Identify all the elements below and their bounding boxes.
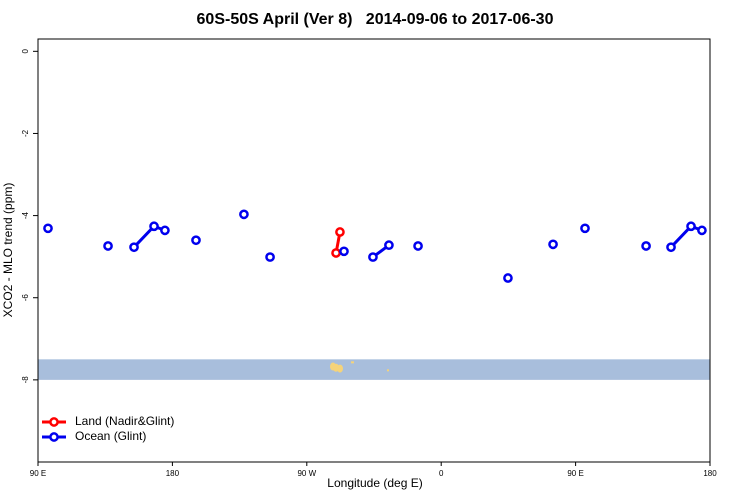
point xyxy=(239,209,249,220)
legend-label: Ocean (Glint) xyxy=(75,429,146,443)
point xyxy=(149,221,159,232)
land-shape xyxy=(337,364,343,373)
land-shape xyxy=(351,361,354,364)
map-band xyxy=(38,359,710,380)
y-axis-label: XCO2 - MLO trend (ppm) xyxy=(1,183,15,318)
y-tick-label: 0 xyxy=(21,49,30,54)
point xyxy=(503,273,513,283)
x-axis-label: Longitude (deg E) xyxy=(327,476,422,490)
legend-label: Land (Nadir&Glint) xyxy=(75,414,174,428)
point xyxy=(413,241,423,251)
point xyxy=(103,241,113,251)
plot-frame xyxy=(37,38,711,463)
point xyxy=(160,225,170,236)
x-tick-label: 90 W xyxy=(297,469,316,478)
point xyxy=(265,252,275,262)
y-tick-label: -4 xyxy=(21,211,30,219)
x-tick-label: 0 xyxy=(439,469,444,478)
chart-title: 60S-50S April (Ver 8) 2014-09-06 to 2017… xyxy=(197,11,554,28)
point xyxy=(339,246,349,257)
land-shape xyxy=(387,369,389,372)
point xyxy=(548,239,558,250)
point xyxy=(641,241,651,251)
point xyxy=(43,223,53,234)
legend-marker xyxy=(49,417,59,427)
x-tick-label: 180 xyxy=(166,469,180,478)
x-tick-label: 180 xyxy=(703,469,717,478)
point xyxy=(697,225,707,236)
legend-marker xyxy=(49,432,59,442)
y-tick-label: -8 xyxy=(21,376,30,384)
point xyxy=(666,242,676,253)
x-tick-label: 90 E xyxy=(567,469,583,478)
x-tick-label: 90 E xyxy=(30,469,46,478)
point xyxy=(384,240,394,251)
point xyxy=(191,235,201,246)
point xyxy=(368,252,378,262)
y-tick-label: -2 xyxy=(21,129,30,137)
point xyxy=(129,242,139,253)
point xyxy=(335,227,345,237)
y-tick-label: -6 xyxy=(21,294,30,302)
point xyxy=(686,221,696,232)
point xyxy=(580,223,590,234)
point xyxy=(331,248,341,258)
